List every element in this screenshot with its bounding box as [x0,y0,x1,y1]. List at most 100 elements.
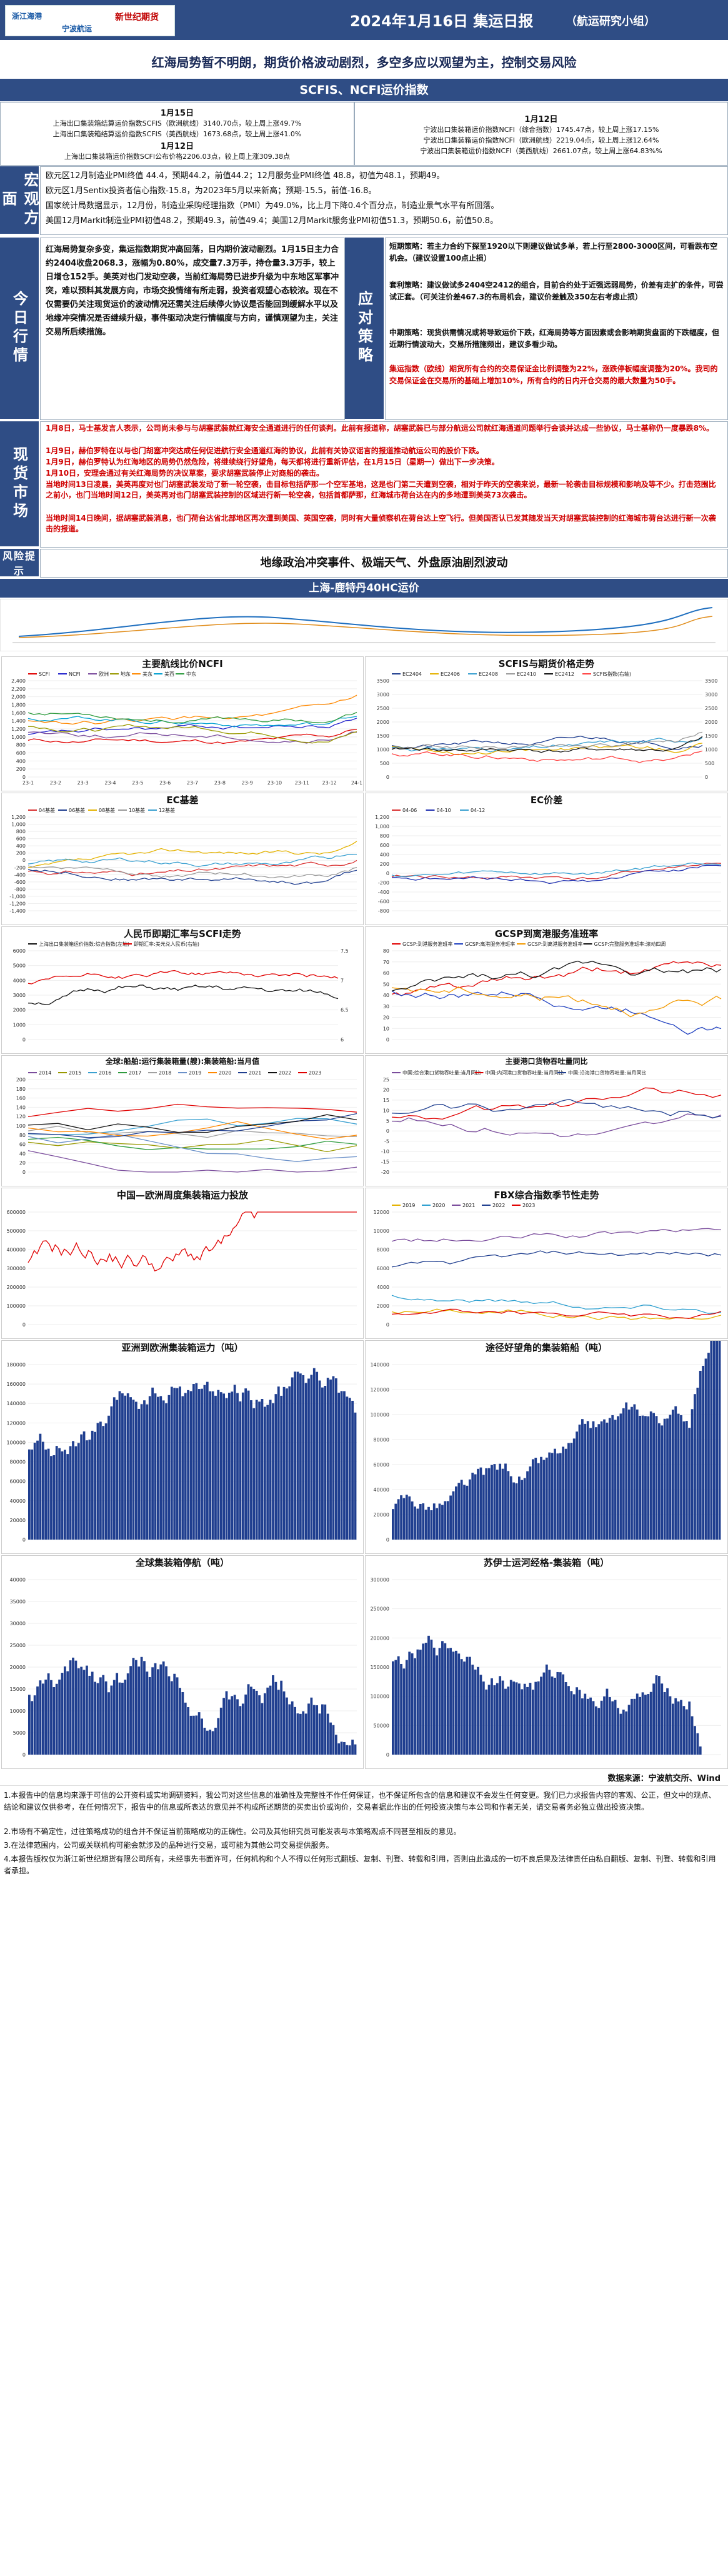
y-tick-label: 80000 [10,1460,26,1465]
bar [611,1701,614,1755]
bar [77,1668,80,1755]
y-tick-label: 600 [16,836,26,842]
y-tick-label: 60000 [10,1479,26,1485]
legend-label: GCSP:到离港服务准班率 [527,941,582,947]
y-tick-label: 30000 [10,1621,26,1626]
bar [354,1744,357,1755]
bar [466,1656,469,1755]
legend-label: 2016 [99,1070,111,1076]
bar [704,1358,707,1540]
bar [633,1698,636,1755]
bar [263,1693,266,1755]
bar [266,1405,269,1540]
bar [523,1478,526,1540]
legend-label: 04-12 [471,808,485,813]
y-tick-label: 200 [16,1077,26,1083]
bar [274,1394,277,1540]
series-line [27,1118,357,1135]
bar [696,1387,699,1540]
bar [61,1673,64,1755]
bar [58,1679,61,1755]
bar [112,1397,116,1540]
legend-label: 上海出口集装箱运价指数:综合指数(左轴) [39,941,129,947]
y-tick-label: 100000 [370,1412,389,1418]
bar [644,1416,647,1540]
y-tick-label: 15 [383,1098,389,1103]
bar [499,1676,502,1755]
bar [479,1467,482,1540]
bar [564,1448,567,1540]
bar [296,1371,299,1540]
y-tick-label: 80 [383,948,389,954]
bar [72,1441,74,1540]
bar [636,1409,639,1540]
y-tick-label: 200 [16,766,26,772]
bar [633,1404,636,1540]
strategy-panel: 短期策略：若主力合约下探至1920以下则建议做试多单，若上行至2800-3000… [385,238,728,420]
bar [261,1399,264,1540]
bar [422,1643,425,1755]
bar [586,1698,589,1755]
series-line [27,841,357,868]
bar [436,1655,439,1755]
x-tick-label: 23-8 [214,780,226,786]
bar [107,1692,110,1755]
bar [405,1660,408,1755]
series-line [391,1308,722,1320]
bar [521,1480,524,1540]
y-tick-label: 100000 [370,1694,389,1700]
legend-label: 10基差 [129,807,145,813]
y-tick-label: 1,200 [375,814,389,820]
y-tick-label: 35000 [10,1599,26,1605]
bar [551,1676,554,1755]
y-tick-label: 500 [380,761,389,766]
shipping-section-title: 上海-鹿特丹40HC运价 [0,579,728,598]
legend-label: 中国:综合港口货物吞吐量:当月同比 [402,1070,481,1076]
y-right-tick-label: 2500 [705,706,717,711]
bar [72,1657,74,1755]
series-line [27,1103,357,1118]
bar [625,1402,628,1540]
legend-label: SCFI [39,671,50,677]
bar [619,1713,622,1755]
bar [570,1443,573,1540]
y-right-tick-label: 7 [341,978,344,983]
bar [457,1483,461,1540]
bar [104,1681,107,1755]
bar [337,1392,341,1540]
bar [567,1686,570,1755]
bar [570,1691,573,1755]
y-tick-label: 180 [16,1086,26,1092]
bar [603,1696,606,1755]
x-tick-label: 23-10 [267,780,282,786]
series-line [27,1121,357,1140]
bar [542,1672,546,1755]
y-tick-label: 0 [386,1037,389,1043]
bar [647,1416,650,1540]
bar [129,1666,132,1755]
chart-fbx-svg: 0 2000 4000 6000 8000 10000 12000 2019 2020 2021 2… [374,1203,722,1328]
bar [252,1408,256,1540]
bar [250,1686,252,1755]
chart-port: 主要港口货物吞吐量同比 -20 -15 -10 -5 0 5 10 15 20 25 中国:综合港口… [365,1055,728,1186]
shipping-rate-strip [0,599,728,651]
y-tick-label: 40 [19,1151,26,1156]
bar [102,1426,105,1540]
bar [491,1678,493,1755]
y-tick-label: 1,800 [11,703,26,708]
y-tick-label: 3000 [13,993,26,998]
series-line [391,986,722,1018]
market-p1: 1月8日，马士基发言人表示，公司尚未参与与胡塞武装就红海安全通道进行的任何谈判。… [46,424,714,433]
bar [269,1685,272,1755]
bar [691,1409,694,1540]
scfi-composite: 上海出口集装箱运价指数SCFI公布价格2206.03点，较上周上涨309.38点 [64,153,291,161]
bar [677,1413,680,1540]
bar [80,1434,83,1540]
bar [118,1391,121,1540]
bar [321,1704,324,1755]
bar [343,1742,346,1755]
chart-fbx-title: FBX综合指数季节性走势 [494,1190,599,1201]
chart-rmb-title: 人民币即期汇率与SCFI走势 [124,928,241,940]
y-tick-label: 600000 [6,1210,26,1215]
